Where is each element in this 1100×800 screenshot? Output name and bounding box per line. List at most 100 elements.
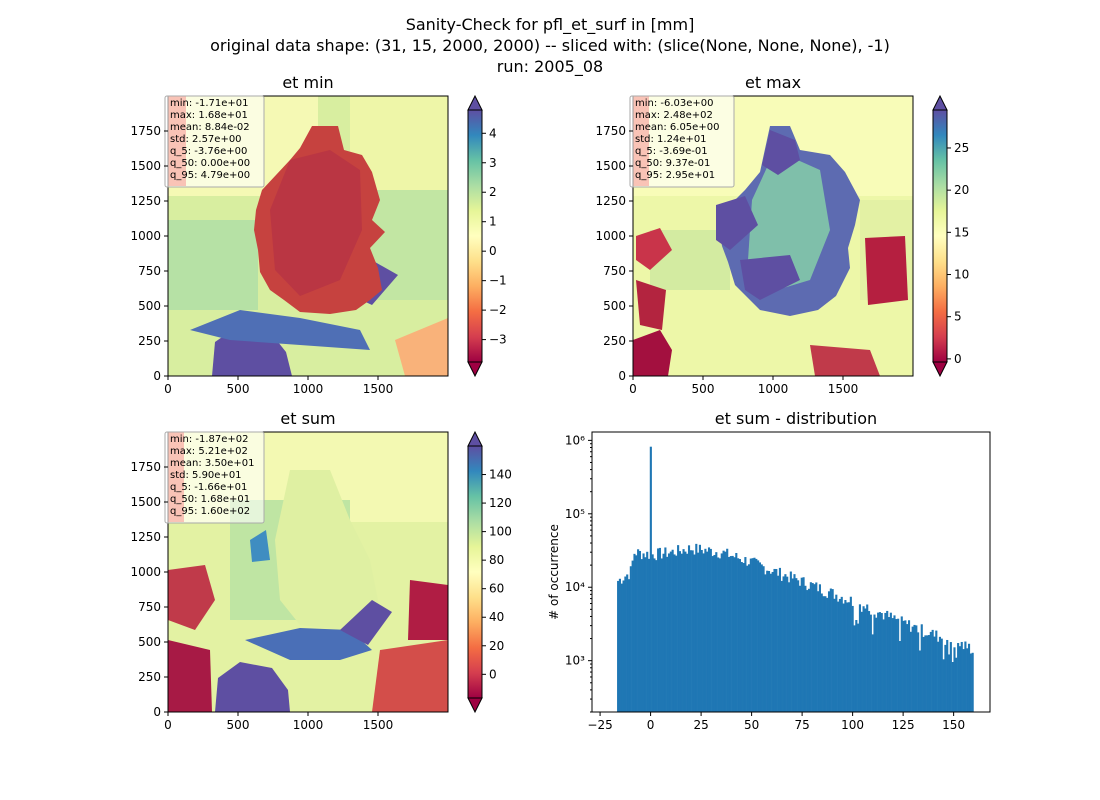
histogram-bar [860,611,863,712]
histogram-bar [775,569,778,712]
stats-line: max: 1.68e+01 [170,110,248,121]
histogram-bar [686,553,689,712]
x-tick-label: 1500 [828,382,859,396]
histogram-bar [817,591,820,712]
histogram-bar [651,554,654,712]
histogram-bar [684,551,687,712]
x-tick-label: 50 [744,718,759,732]
histogram-bar [909,631,912,712]
histogram-bar [789,571,792,712]
histogram-bar [744,557,747,712]
y-tick-label: 1750 [130,460,161,474]
histogram-bar [822,596,825,712]
x-tick-label: 125 [892,718,915,732]
histogram-bar [733,557,736,712]
histogram-bar [897,618,900,712]
panel-title: et sum - distribution [715,409,877,428]
histogram-bar [798,585,801,712]
histogram-bar [760,564,763,712]
x-tick-label: 1000 [293,382,324,396]
histogram-bar [842,603,845,712]
histogram-bar [702,553,705,712]
stats-line: q_50: 0.00e+00 [170,158,250,169]
histogram-bar [771,571,774,712]
stats-box: min: -1.87e+02 max: 5.21e+02 mean: 3.50e… [164,431,265,524]
y-tick-label: 1500 [130,495,161,509]
histogram-bar [749,558,752,712]
y-tick-label: 500 [138,635,161,649]
y-tick-label: 1500 [595,159,626,173]
y-tick-label: 1500 [130,159,161,173]
x-tick-label: 500 [692,382,715,396]
histogram-bar [709,548,712,712]
histogram-bar [813,584,816,712]
histogram-bar [698,544,701,712]
histogram-bar [727,556,731,712]
histogram-bar [626,574,629,712]
colorbar-tick-label: 1 [489,215,497,229]
histogram-bar [780,580,783,712]
histogram-bar [671,549,674,712]
panel-et-max: et max min: -6.03e+00 max: 2.48e+02 mean… [595,73,969,396]
histogram-bar [804,585,807,712]
histogram-bar [667,553,671,712]
x-tick-label: 75 [794,718,809,732]
histogram-bar [653,558,656,712]
histogram-bar [913,624,916,712]
histogram-bar [735,552,738,712]
stats-line: std: 1.24e+01 [635,134,707,145]
histogram-bar [777,575,780,712]
histogram-bar [689,550,692,712]
histogram-bar [937,641,940,712]
histogram-bar [838,598,841,712]
histogram-bar [711,556,714,712]
histogram-bar [871,634,874,712]
histogram-bar [902,620,905,712]
histogram-bar [658,547,661,712]
histogram-bar [895,619,898,712]
histogram-bar [809,582,812,712]
histogram-bar [918,650,922,712]
histogram-bar [949,642,952,712]
histogram-bar [960,641,963,712]
histogram-bar [797,580,800,712]
histogram-bar [887,617,891,712]
heatmap-image [168,432,448,712]
histogram-bar [953,647,956,712]
colorbar-tick-label: 25 [954,141,969,155]
histogram-bar [862,606,865,712]
histogram-bar [657,548,660,712]
y-tick-label: 1750 [595,124,626,138]
histogram-bar [731,555,734,712]
y-tick-label: 500 [138,299,161,313]
histogram-bar [947,654,951,712]
colorbar: 0 20 40 60 80 100 120 140 [467,430,512,714]
histogram-bar [718,558,721,712]
x-tick-label: 1000 [293,718,324,732]
histogram-bar [893,615,896,712]
histogram-bar [966,648,969,712]
histogram-bar [869,614,872,712]
histogram-bar [864,608,867,712]
stats-line: mean: 3.50e+01 [170,458,254,469]
histogram-bar [662,553,665,712]
histogram-bar [917,632,920,712]
y-tick-label: 10⁴ [565,580,585,594]
histogram-bar [720,553,723,712]
histogram-bar [649,446,652,712]
x-tick-label: 0 [164,382,172,396]
histogram-bar [811,583,814,712]
panel-title: et min [282,73,333,92]
heatmap-image [168,96,448,376]
histogram-bar [826,597,829,712]
stats-line: q_5: -1.66e+01 [170,482,247,493]
stats-line: q_50: 9.37e-01 [635,158,710,169]
y-tick-label: 1250 [130,530,161,544]
histogram-bar [784,574,787,712]
histogram-bar [820,593,823,712]
histogram-bar [911,626,914,712]
histogram-bar [857,623,860,712]
y-tick-label: 1250 [130,194,161,208]
y-tick-label: 0 [153,369,161,383]
colorbar-tick-label: 2 [489,185,497,199]
